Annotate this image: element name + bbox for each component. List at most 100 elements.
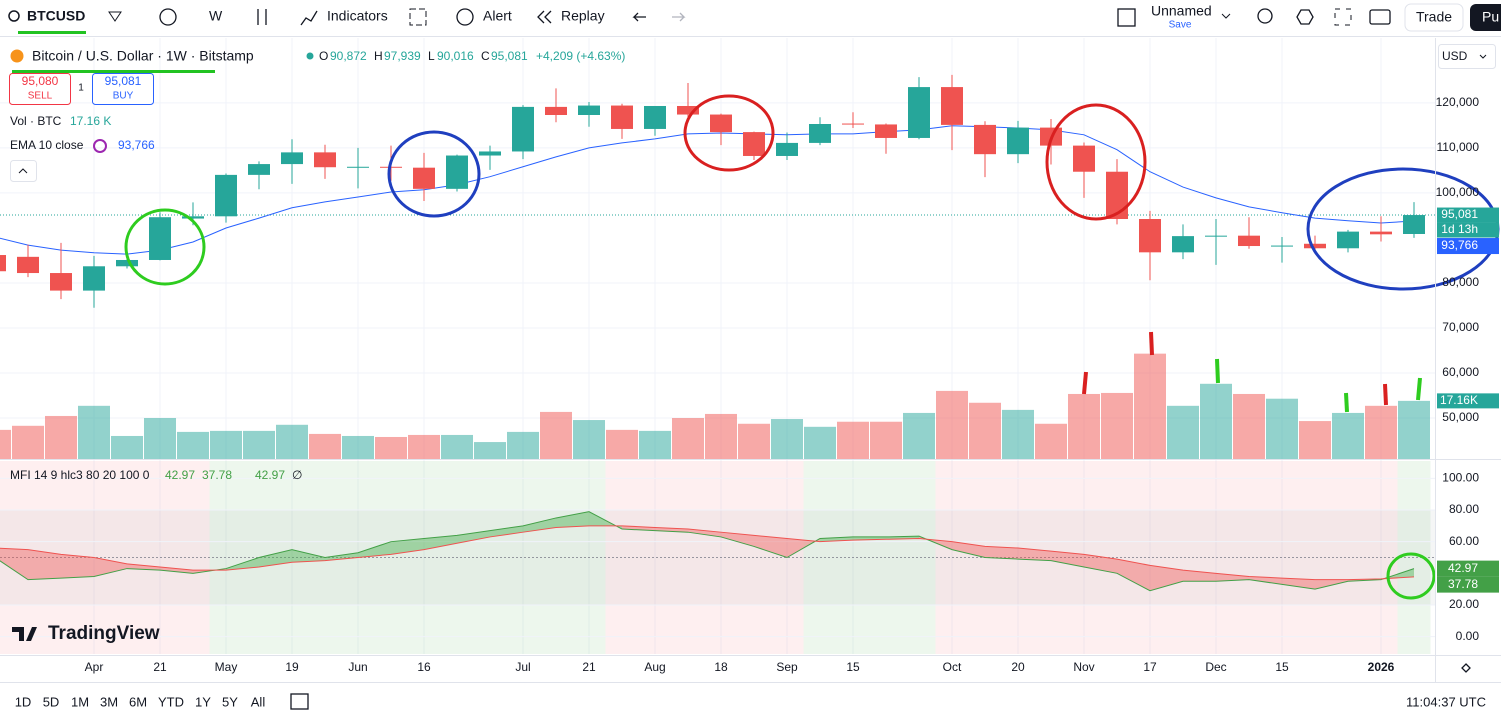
candle-body xyxy=(809,124,831,143)
candle-body xyxy=(281,152,303,165)
range-button[interactable]: All xyxy=(251,694,266,709)
goto-date-icon[interactable] xyxy=(290,693,309,710)
candle-body xyxy=(1370,231,1392,235)
layout-icon[interactable] xyxy=(1117,8,1136,27)
volume-bar xyxy=(705,413,737,459)
mfi-fill xyxy=(655,527,688,533)
last-price-label-bg xyxy=(1437,207,1499,223)
legend-ohlc-item: 90,016 xyxy=(437,49,474,63)
buy-price[interactable]: 95,081 xyxy=(105,74,142,88)
range-button[interactable]: 1Y xyxy=(195,694,211,709)
volume-bar xyxy=(177,431,209,459)
range-button[interactable]: 3M xyxy=(100,694,118,709)
currency-select[interactable] xyxy=(1438,44,1496,69)
x-tick-label: 21 xyxy=(153,660,167,674)
publish-button-frame[interactable] xyxy=(1470,4,1501,31)
legend-ohlc-item: 90,872 xyxy=(330,49,367,63)
volume-bar xyxy=(1068,393,1100,459)
volume-bar xyxy=(0,429,11,459)
mfi-tick-label: 100.00 xyxy=(1442,471,1479,485)
search-icon[interactable] xyxy=(8,10,20,22)
volume-bar xyxy=(1299,421,1331,459)
mfi-signal-label: 37.78 xyxy=(1448,577,1478,591)
logo-text: TradingView xyxy=(48,623,160,644)
alert-icon[interactable] xyxy=(456,8,474,26)
candle-body xyxy=(1238,235,1260,247)
mfi-fill xyxy=(985,546,1018,560)
volume-bar xyxy=(1233,393,1265,459)
volume-bar xyxy=(1200,383,1232,459)
mfi-fill xyxy=(1282,578,1315,590)
sell-label[interactable]: SELL xyxy=(28,91,53,102)
candle-body xyxy=(611,105,633,129)
volume-bar xyxy=(243,430,275,459)
sell-button-frame[interactable] xyxy=(9,73,71,105)
mfi-tick-label: 80.00 xyxy=(1449,502,1479,516)
candle-body xyxy=(116,259,138,267)
layout-menu-icon[interactable] xyxy=(1221,13,1231,19)
symbol[interactable]: BTCUSD xyxy=(27,8,85,24)
templates-icon[interactable] xyxy=(409,8,427,26)
mfi-fill xyxy=(754,535,787,558)
currency[interactable]: USD xyxy=(1442,49,1468,63)
candle-body xyxy=(710,114,732,133)
mfi-fill xyxy=(688,529,721,537)
last-price-label: 95,081 xyxy=(1441,207,1478,221)
mfi-legend-value: ∅ xyxy=(292,468,302,482)
trade-button[interactable]: Trade xyxy=(1416,9,1452,25)
volume-label: 17.16K xyxy=(1440,393,1478,407)
buy-label[interactable]: BUY xyxy=(113,91,134,102)
range-button[interactable]: 6M xyxy=(129,694,147,709)
quick-search-icon[interactable] xyxy=(1257,8,1273,24)
candle-body xyxy=(347,166,369,168)
plot-foreground xyxy=(0,74,1435,592)
mfi-legend-name: MFI 14 9 hlc3 80 20 100 0 xyxy=(10,468,150,482)
replay-icon[interactable] xyxy=(537,10,552,24)
range-button[interactable]: 5Y xyxy=(222,694,238,709)
range-button[interactable]: YTD xyxy=(158,694,184,709)
candle-body xyxy=(413,167,435,189)
range-button[interactable]: 1D xyxy=(15,694,32,709)
axis-settings-icon[interactable] xyxy=(1461,663,1471,673)
layout-save[interactable]: Save xyxy=(1169,20,1192,31)
range-button[interactable]: 5D xyxy=(43,694,60,709)
volume-bar xyxy=(540,411,572,459)
publish-button[interactable]: Pu xyxy=(1482,9,1499,25)
undo-icon[interactable] xyxy=(632,12,646,22)
redo-icon[interactable] xyxy=(672,12,686,22)
sell-price[interactable]: 95,080 xyxy=(22,74,59,88)
top-toolbar xyxy=(0,0,1501,36)
volume-bar xyxy=(309,433,341,459)
buy-button-frame[interactable] xyxy=(92,73,154,105)
mfi-fill xyxy=(457,530,490,544)
plot-background xyxy=(0,38,1435,654)
alert-button[interactable]: Alert xyxy=(483,8,512,24)
y-tick-label: 80,000 xyxy=(1442,275,1479,289)
compare-icon[interactable] xyxy=(108,11,122,22)
fullscreen-icon[interactable] xyxy=(1334,8,1352,26)
volume-bar xyxy=(12,425,44,459)
mfi-fill xyxy=(61,554,94,579)
candle-body xyxy=(1106,171,1128,220)
snapshot-icon[interactable] xyxy=(1369,9,1391,25)
annotations xyxy=(124,94,1500,600)
trade-button-frame[interactable] xyxy=(1404,3,1464,32)
legend-ohlc-item: 95,081 xyxy=(491,49,528,63)
candle-body xyxy=(578,105,600,115)
candle-body xyxy=(83,266,105,291)
add-symbol-icon[interactable] xyxy=(159,8,177,26)
interval[interactable]: W xyxy=(209,8,223,24)
replay-button[interactable]: Replay xyxy=(561,8,605,24)
layout-name[interactable]: Unnamed xyxy=(1151,3,1212,19)
chart-type-icon[interactable] xyxy=(257,9,267,25)
indicators-button[interactable]: Indicators xyxy=(327,8,388,24)
legend-ohlc-item: C xyxy=(481,49,490,63)
volume-bar xyxy=(870,421,902,459)
ema-loading-icon xyxy=(93,139,107,153)
indicators-icon[interactable] xyxy=(300,10,318,26)
mfi-fill xyxy=(622,525,655,531)
settings-icon[interactable] xyxy=(1296,9,1314,25)
mfi-tick-label: 20.00 xyxy=(1449,597,1479,611)
range-button[interactable]: 1M xyxy=(71,694,89,709)
collapse-legend[interactable] xyxy=(10,160,37,182)
